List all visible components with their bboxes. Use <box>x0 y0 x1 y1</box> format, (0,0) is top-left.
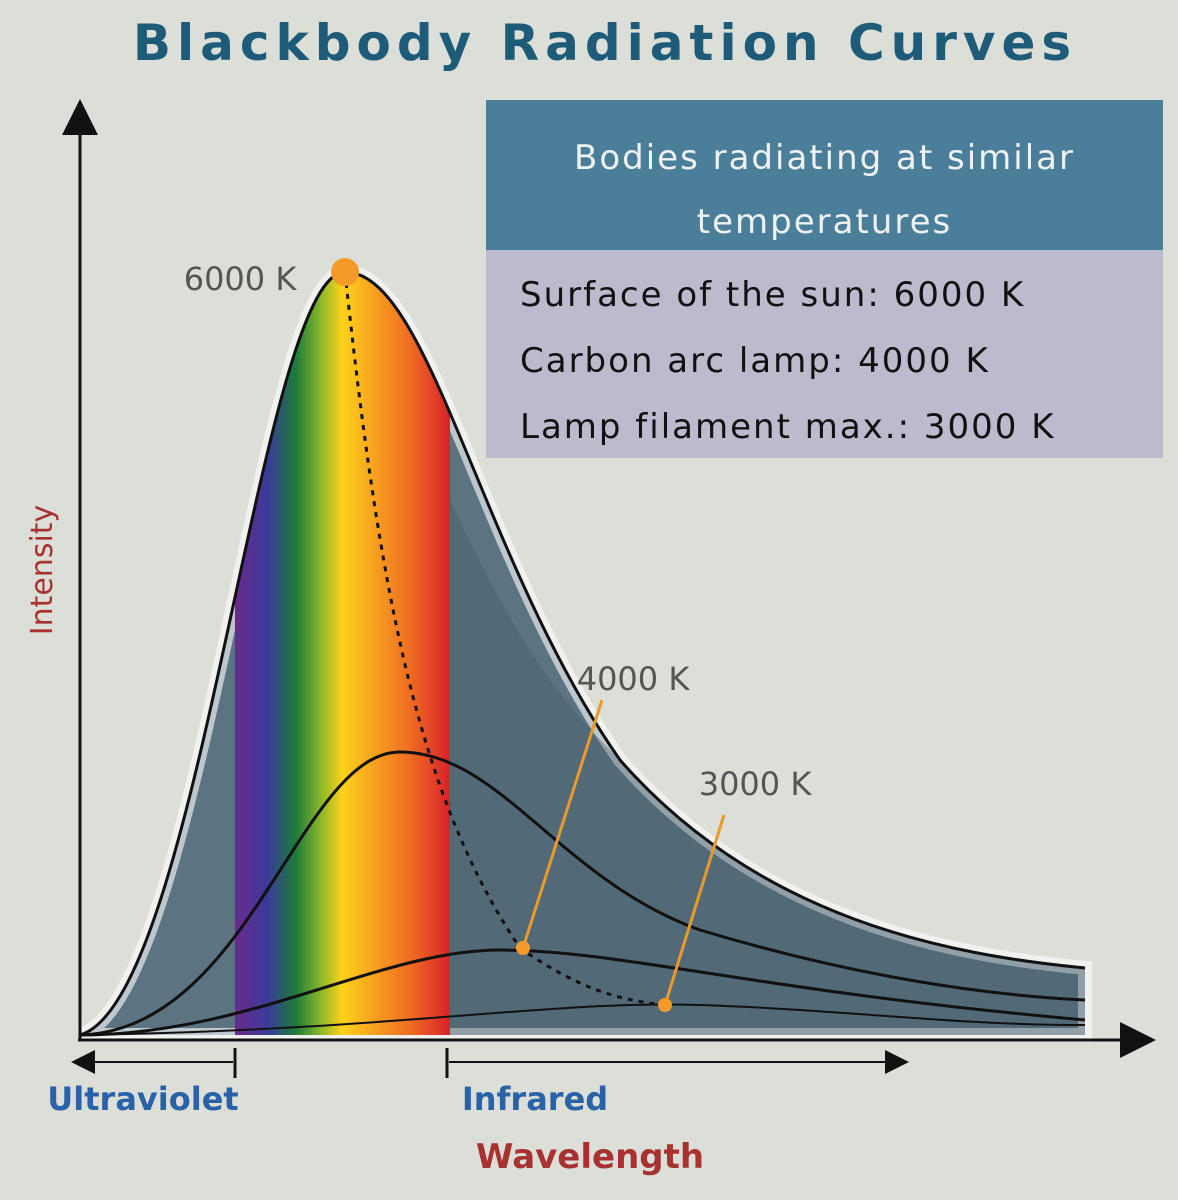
x-axis-label: Wavelength <box>476 1137 704 1177</box>
peak-3000 <box>658 998 672 1012</box>
peak-4000 <box>516 941 530 955</box>
curve-low <box>79 1003 1086 1036</box>
region-label: Infrared <box>462 1080 608 1118</box>
leader-3000 <box>663 814 726 1006</box>
curve-label: 6000 K <box>184 260 298 298</box>
curve-3000 <box>79 948 1086 1037</box>
legend-body: Surface of the sun: 6000 K Carbon arc la… <box>486 250 1163 458</box>
curve-6000 <box>79 270 1086 1037</box>
title: Blackbody Radiation Curves <box>133 14 1077 72</box>
peak-line <box>343 271 666 1007</box>
curve-4000 <box>79 750 1086 1037</box>
legend-row: Lamp filament max.: 3000 K <box>520 407 1056 447</box>
legend-row: Carbon arc lamp: 4000 K <box>520 341 990 381</box>
leader-4000 <box>521 699 604 949</box>
curve-label: 4000 K <box>577 660 691 698</box>
infrared-shade <box>450 500 1085 1035</box>
legend-row: Surface of the sun: 6000 K <box>520 275 1026 315</box>
region-label: Ultraviolet <box>47 1080 238 1118</box>
peak-6000 <box>331 258 359 286</box>
legend-header: Bodies radiating at similar temperatures <box>486 100 1163 250</box>
visible-spectrum <box>235 272 450 1035</box>
y-axis-label: Intensity <box>25 505 60 636</box>
curve-label: 3000 K <box>699 765 813 803</box>
